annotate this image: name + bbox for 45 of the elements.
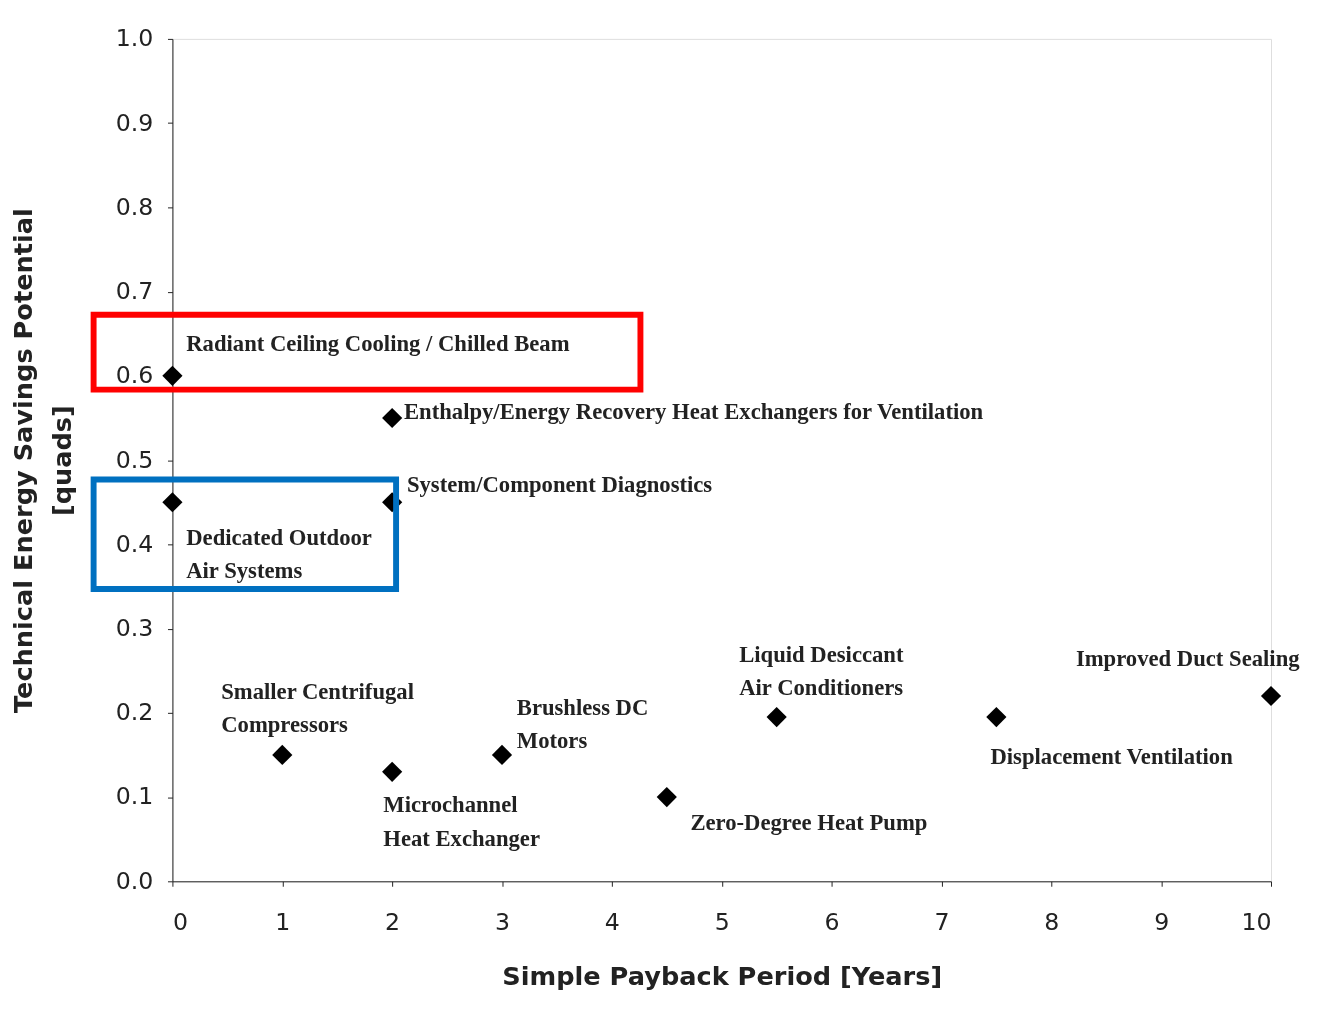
y-tick-label: 0.0 bbox=[115, 866, 154, 895]
point bbox=[766, 706, 787, 728]
x-tick-label: 5 bbox=[714, 908, 730, 937]
annotation: Radiant Ceiling Cooling / Chilled Beam bbox=[186, 331, 570, 357]
x-tick-label: 7 bbox=[934, 908, 950, 937]
y-tick-label: 0.5 bbox=[115, 445, 154, 474]
x-tick-label: 2 bbox=[385, 908, 401, 937]
point bbox=[162, 365, 183, 386]
annotation: Liquid Desiccant Air Conditioners bbox=[739, 641, 904, 701]
x-tick-label: 9 bbox=[1154, 908, 1170, 937]
x-tick-label: 4 bbox=[604, 908, 620, 937]
x-tick-label: 10 bbox=[1241, 908, 1272, 937]
annotation: Zero-Degree Heat Pump bbox=[690, 809, 928, 835]
x-axis-title: Simple Payback Period [Years] bbox=[502, 961, 943, 992]
point bbox=[491, 744, 513, 766]
y-tick-label: 1.0 bbox=[115, 24, 154, 53]
annotation: Smaller Centrifugal Compressors bbox=[221, 678, 414, 738]
annotation: System/Component Diagnostics bbox=[406, 472, 713, 498]
y-tick-label: 0.1 bbox=[115, 782, 154, 811]
x-tick-label: 8 bbox=[1044, 908, 1060, 937]
y-tick-label: 0.4 bbox=[115, 529, 154, 558]
y-axis-title: Technical Energy Savings Potential [quads] bbox=[7, 208, 78, 714]
annotation: Dedicated Outdoor Air Systems bbox=[186, 524, 372, 584]
annotation: Brushless DC Motors bbox=[516, 694, 649, 754]
point bbox=[162, 492, 183, 513]
annotation: Displacement Ventilation bbox=[990, 744, 1234, 770]
annotation: Microchannel Heat Exchanger bbox=[383, 792, 540, 851]
point bbox=[1260, 685, 1282, 707]
y-tick-label: 0.2 bbox=[115, 698, 154, 727]
y-tick-label: 0.7 bbox=[115, 277, 154, 306]
x-tick-label: 6 bbox=[824, 908, 840, 937]
y-tick-label: 0.6 bbox=[115, 361, 154, 390]
y-tick-label: 0.3 bbox=[115, 613, 154, 642]
point bbox=[382, 407, 403, 429]
x-tick-label: 3 bbox=[494, 908, 511, 937]
annotation: Improved Duct Sealing bbox=[1075, 646, 1301, 672]
x-tick-label: 1 bbox=[275, 908, 291, 937]
point bbox=[986, 706, 1007, 728]
y-tick-label: 0.8 bbox=[115, 192, 154, 221]
point bbox=[656, 786, 677, 808]
annotation: Enthalpy/Energy Recovery Heat Exchangers for Ventilation bbox=[403, 398, 984, 424]
point bbox=[272, 744, 293, 766]
x-tick-label: 0 bbox=[172, 908, 188, 937]
point bbox=[382, 761, 403, 782]
y-tick-label: 0.9 bbox=[115, 108, 154, 137]
